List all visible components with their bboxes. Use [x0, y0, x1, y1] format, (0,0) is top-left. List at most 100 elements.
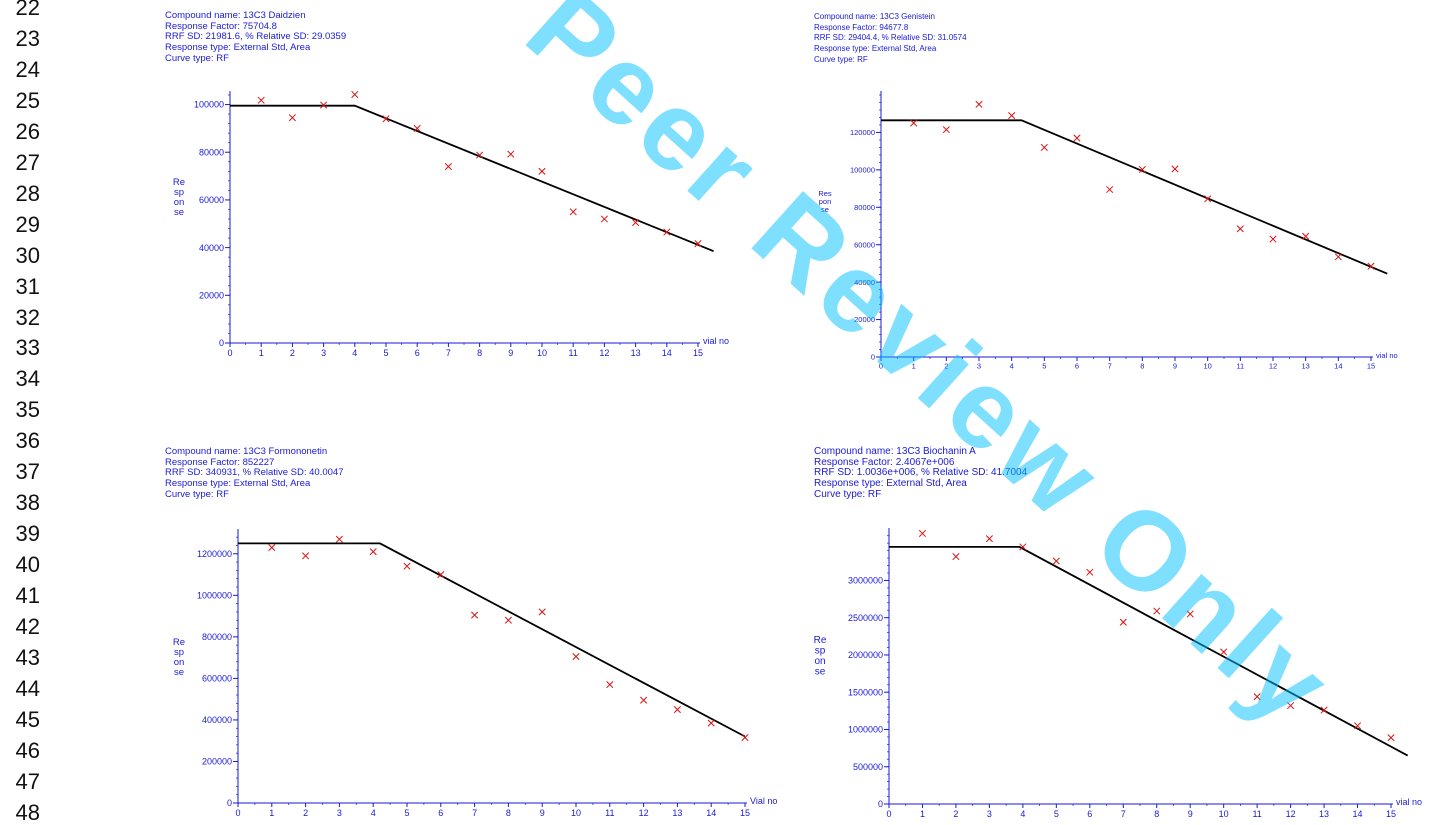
y-axis-label: on [174, 657, 185, 668]
x-tick-label: 15 [1386, 809, 1396, 819]
info-line: Response Factor: 94677.8 [814, 22, 909, 32]
x-tick-label: 6 [1087, 809, 1092, 819]
data-point [1220, 648, 1228, 656]
y-tick-label: 1200000 [197, 549, 232, 559]
line-number: 38 [15, 490, 40, 516]
y-tick-label: 60000 [854, 240, 875, 249]
data-point [1353, 722, 1362, 730]
fit-line [889, 546, 1409, 757]
data-point-stroke [1019, 543, 1027, 551]
data-point-stroke [320, 101, 328, 109]
data-point [694, 240, 702, 248]
data-point [507, 150, 515, 158]
data-point [975, 100, 983, 108]
y-tick-label: 2500000 [848, 613, 883, 623]
data-point [1387, 734, 1395, 742]
data-point [382, 115, 390, 123]
data-point [476, 151, 484, 159]
x-tick-label: 5 [1042, 362, 1046, 371]
x-tick-label: 4 [1010, 362, 1014, 371]
data-point-stroke [1302, 232, 1310, 240]
x-tick-label: 0 [235, 808, 240, 818]
x-tick-label: 7 [472, 808, 477, 818]
info-line: Response type: External Std, Area [165, 478, 311, 490]
data-point [1334, 253, 1342, 261]
data-point-stroke [640, 696, 648, 704]
data-point-stroke [444, 162, 452, 171]
x-tick-label: 15 [693, 348, 703, 358]
y-axis-label: pon [819, 197, 832, 206]
x-tick-label: 8 [506, 808, 511, 818]
data-point [1302, 232, 1310, 240]
data-point-stroke [1052, 557, 1060, 565]
x-tick-label: 9 [508, 348, 513, 358]
data-point-stroke [1204, 195, 1212, 203]
y-tick-label: 60000 [199, 195, 224, 205]
y-axis-label: se [821, 205, 829, 214]
data-point [942, 126, 950, 134]
line-number: 31 [15, 273, 40, 299]
data-point-stroke [1119, 618, 1127, 626]
data-point-stroke [1153, 607, 1161, 615]
y-axis-label: Re [814, 635, 827, 646]
y-axis-label: Res [818, 189, 832, 198]
line-number: 36 [15, 428, 40, 454]
data-point [504, 616, 512, 624]
x-tick-label: 13 [1319, 809, 1329, 819]
info-line: Compound name: 13C3 Biochanin A [814, 446, 976, 457]
x-tick-label: 15 [1367, 362, 1375, 371]
x-tick-label: 11 [569, 348, 578, 358]
x-tick-label: 10 [537, 348, 547, 358]
data-point-stroke [1334, 253, 1342, 261]
x-tick-label: 3 [977, 362, 981, 371]
x-axis-label: Vial no [750, 796, 777, 806]
y-tick-label: 400000 [202, 715, 232, 725]
x-tick-label: 14 [706, 808, 716, 818]
y-tick-label: 800000 [202, 632, 232, 642]
data-point-stroke [572, 653, 580, 661]
x-tick-label: 14 [1334, 362, 1342, 371]
data-point [918, 529, 927, 538]
x-tick-label: 3 [987, 809, 992, 819]
data-point-stroke [1086, 568, 1094, 576]
x-tick-label: 1 [269, 808, 274, 818]
x-axis-label: vial no [703, 336, 729, 346]
line-number: 42 [15, 614, 40, 639]
y-tick-label: 0 [871, 353, 875, 362]
data-point [1171, 165, 1179, 173]
data-point-stroke [1106, 185, 1114, 194]
info-line: Curve type: RF [165, 488, 229, 500]
y-tick-label: 80000 [854, 203, 875, 212]
info-line: Response type: External Std, Area [165, 42, 311, 54]
line-number: 25 [15, 87, 40, 113]
x-tick-label: 2 [953, 809, 958, 819]
data-point [538, 608, 546, 616]
x-tick-label: 4 [371, 808, 376, 818]
data-point [257, 96, 265, 104]
x-tick-label: 3 [321, 348, 326, 358]
line-number: 24 [15, 56, 40, 82]
y-tick-label: 2000000 [848, 650, 883, 660]
data-point-stroke [1040, 143, 1048, 151]
data-point [985, 535, 993, 543]
line-number: 30 [15, 242, 40, 268]
x-tick-label: 10 [1203, 362, 1211, 371]
data-point [538, 167, 546, 175]
data-point [741, 734, 749, 742]
x-axis-label: vial no [1376, 351, 1398, 360]
data-point-stroke [632, 219, 640, 227]
line-number: 40 [15, 552, 40, 578]
line-number: 35 [15, 397, 40, 423]
data-point [1320, 706, 1328, 714]
y-tick-label: 120000 [850, 128, 875, 137]
data-point [1040, 143, 1048, 151]
info-line: Response type: External Std, Area [814, 478, 967, 490]
data-point [320, 101, 328, 109]
fit-line [881, 119, 1388, 275]
data-point [632, 219, 640, 227]
data-point-stroke [606, 681, 614, 689]
data-point [1269, 235, 1277, 243]
